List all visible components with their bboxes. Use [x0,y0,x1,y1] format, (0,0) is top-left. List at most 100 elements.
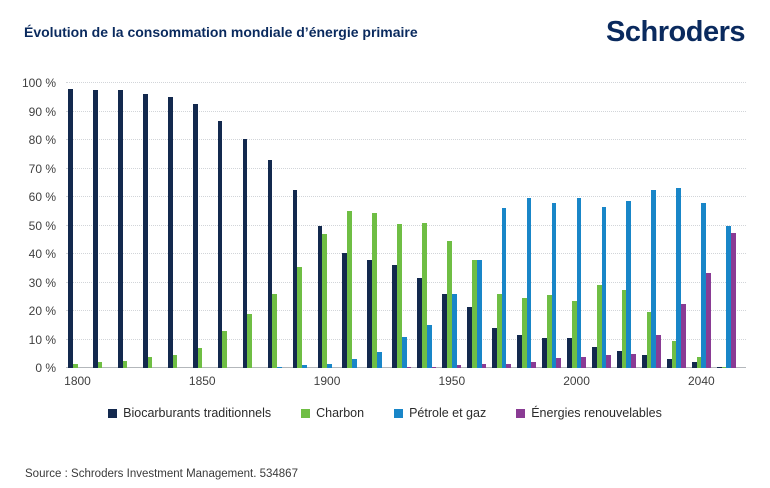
bar-groups: 1800 1850 1900 1950 2000 2040 [64,83,746,388]
bar [517,335,522,368]
source-text: Source : Schroders Investment Management… [25,468,298,480]
legend-item: Énergies renouvelables [516,406,662,420]
bar-group-1830 [142,83,162,368]
bar-group-1930 [392,83,412,368]
bar [272,293,278,368]
bar-group-1840 [167,83,187,368]
bar [531,362,537,368]
x-axis-label: 1800 [64,374,91,388]
bar [551,202,557,368]
bar [731,232,736,368]
bar [222,330,228,368]
bar [666,359,672,368]
bar-group-2025 [641,83,661,368]
bar [476,259,482,368]
bar [68,88,73,368]
bar [342,252,348,368]
bar [701,202,707,368]
y-axis-label: 30 % [28,275,56,290]
bar [267,159,273,368]
bar [397,224,402,368]
bar [417,278,423,368]
bar [376,352,382,368]
bar [97,362,103,368]
bar [167,97,173,368]
bar [422,222,427,368]
y-axis-label: 50 % [28,218,56,233]
bar [496,293,502,368]
legend-swatch [301,408,311,418]
bar [571,301,577,368]
bar [451,293,457,368]
x-axis-label: 1950 [438,374,466,388]
bar-group-2010 [592,83,612,368]
bar [621,289,627,368]
bar-group-1850: 1850 [189,83,216,388]
bar [556,358,562,368]
y-axis-label: 0 % [35,361,56,375]
bar [367,259,373,368]
bar-group-1950: 1950 [438,83,465,388]
bar [431,366,437,368]
bar [631,353,636,368]
x-axis-label: 2000 [563,374,590,388]
y-axis: 0 % 10 % 20 % 30 % 40 % 50 % 60 % 70 % 80 % 90 % 1… [0,76,60,375]
bar [681,303,686,368]
bar [92,90,98,368]
bar [447,241,452,368]
x-axis-label: 1900 [313,374,341,388]
legend-label: Énergies renouvelables [531,406,662,420]
bar [492,328,497,368]
bar [601,206,607,368]
legend-item: Biocarburants traditionnels [108,406,271,420]
bar-group-2040: 2040 [688,83,715,388]
bar [501,208,507,368]
legend-label: Pétrole et gaz [409,406,487,420]
page-title: Évolution de la consommation mondiale d’… [24,24,418,40]
bar [546,295,552,368]
bar [242,138,248,368]
bar [706,272,711,368]
bar-group-1820 [117,83,137,368]
bar [347,211,352,368]
bar [472,259,477,368]
bar [726,225,732,368]
bar [691,362,697,368]
bar [192,104,198,368]
y-axis-label: 20 % [28,304,56,318]
bar [521,298,527,368]
bar [456,365,462,368]
gridline-90 [66,110,746,112]
bar-group-1890 [292,83,312,368]
bar [676,188,682,368]
bar [327,363,332,368]
gridline-80 [66,139,746,140]
bar [292,189,298,368]
gridline-100 [66,82,746,83]
bar [626,201,632,368]
bar [651,189,657,368]
bar [696,356,702,368]
y-axis-label: 100 % [21,76,56,90]
bar [716,366,722,368]
bar [606,355,612,368]
bar-group-1870 [242,83,262,368]
legend-label: Charbon [316,406,365,420]
bar-group-1810 [92,83,112,368]
bar-group-2020 [616,83,636,368]
legend-swatch [516,408,526,418]
bar [147,356,153,368]
schroders-logo: Schroders [606,16,745,48]
bar [401,336,407,368]
chart-legend: Biocarburants traditionnels Charbon Pétrol… [0,406,770,420]
bar [322,234,328,368]
plot-area: 1800 1850 1900 1950 2000 2040 [64,82,746,388]
bar [671,340,677,368]
bar [122,360,128,368]
bar [526,198,532,368]
bar-group-2000: 2000 [563,83,590,388]
x-axis-label: 1850 [188,374,216,388]
bar [442,293,448,368]
x-axis-label: 2040 [687,374,715,388]
